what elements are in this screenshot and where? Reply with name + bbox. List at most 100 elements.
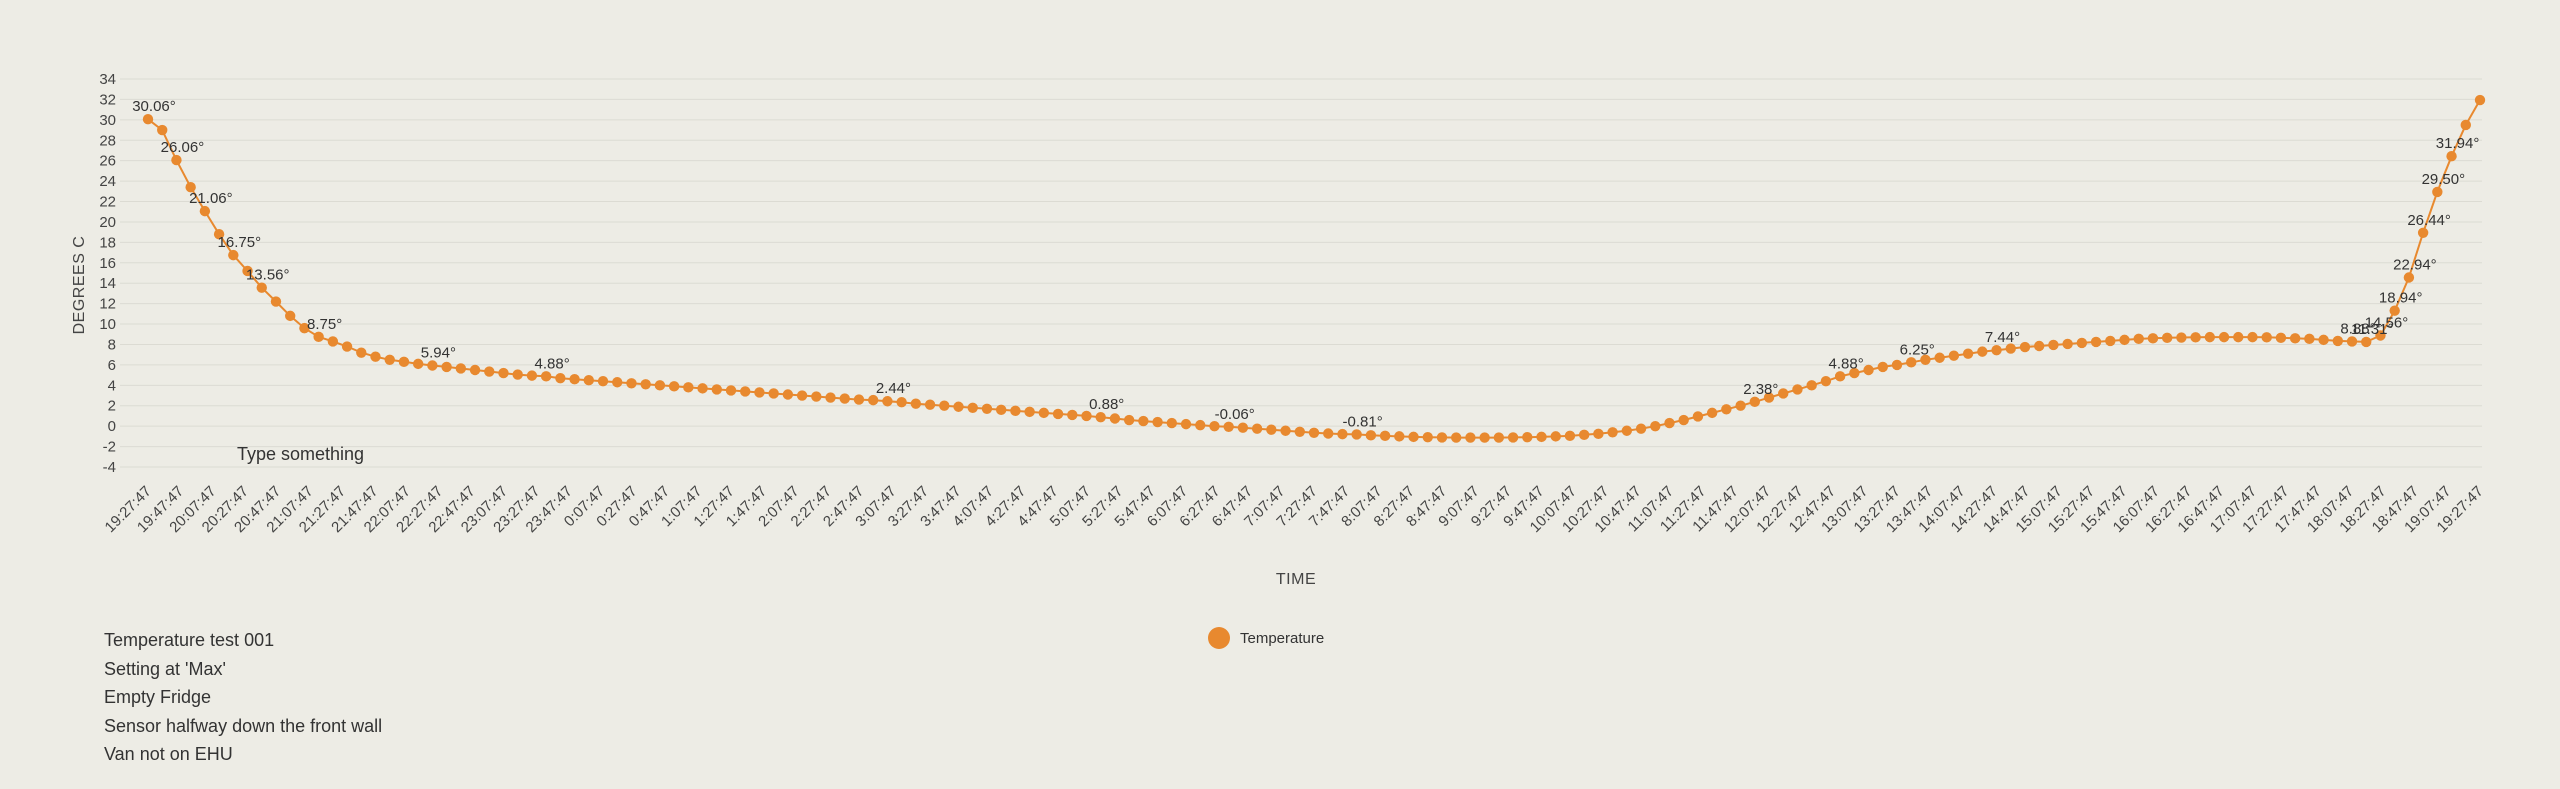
data-point[interactable] (1038, 407, 1050, 419)
data-point[interactable] (1621, 425, 1633, 436)
data-point[interactable] (1792, 384, 1803, 395)
data-point[interactable] (1351, 429, 1362, 440)
data-point[interactable] (2474, 94, 2486, 106)
data-point[interactable] (157, 124, 168, 136)
data-point[interactable] (327, 336, 339, 347)
data-point[interactable] (1081, 410, 1092, 422)
data-point[interactable] (1692, 411, 1704, 422)
data-point[interactable] (1266, 424, 1277, 435)
data-point[interactable] (2019, 341, 2031, 353)
data-point[interactable] (1123, 414, 1135, 426)
data-point[interactable] (697, 383, 708, 394)
data-point[interactable] (924, 399, 936, 410)
data-point[interactable] (1422, 431, 1433, 443)
data-point[interactable] (711, 384, 722, 395)
data-point[interactable] (1735, 400, 1746, 411)
data-point[interactable] (1109, 413, 1121, 424)
data-point[interactable] (981, 403, 993, 414)
chart-annotation[interactable]: Type something (237, 444, 365, 464)
data-point[interactable] (2176, 332, 2187, 343)
data-point[interactable] (1948, 350, 1960, 361)
data-point[interactable] (555, 372, 566, 384)
data-point[interactable] (1465, 432, 1476, 443)
data-point[interactable] (512, 369, 523, 380)
data-point[interactable] (2033, 340, 2045, 352)
data-point[interactable] (2389, 305, 2400, 316)
data-point[interactable] (185, 182, 196, 193)
data-point[interactable] (597, 376, 609, 387)
data-point[interactable] (441, 361, 452, 373)
data-point[interactable] (455, 363, 467, 374)
data-point[interactable] (1891, 359, 1903, 371)
data-point[interactable] (1294, 426, 1305, 437)
data-point[interactable] (768, 388, 779, 399)
data-point[interactable] (1820, 376, 1832, 387)
data-point[interactable] (1251, 423, 1263, 434)
data-point[interactable] (228, 249, 239, 261)
data-point[interactable] (2417, 227, 2429, 238)
data-point[interactable] (2261, 332, 2272, 343)
data-point[interactable] (967, 402, 978, 413)
data-point[interactable] (2147, 333, 2159, 344)
data-point[interactable] (412, 358, 424, 370)
data-point[interactable] (1152, 416, 1163, 428)
data-point[interactable] (1934, 352, 1945, 363)
data-point[interactable] (1593, 428, 1604, 440)
data-point[interactable] (199, 205, 211, 217)
data-point[interactable] (370, 351, 381, 362)
data-point[interactable] (356, 347, 367, 358)
data-point[interactable] (142, 114, 154, 125)
data-point[interactable] (1863, 364, 1874, 376)
data-point[interactable] (1436, 432, 1448, 443)
data-point[interactable] (2233, 331, 2244, 343)
data-point[interactable] (1778, 388, 1789, 399)
data-point[interactable] (1635, 423, 1647, 434)
data-point[interactable] (1763, 392, 1775, 403)
data-point[interactable] (1991, 344, 2002, 356)
data-point[interactable] (299, 322, 310, 334)
data-point[interactable] (939, 400, 950, 411)
data-point[interactable] (683, 382, 694, 393)
data-point[interactable] (213, 229, 225, 240)
data-point[interactable] (427, 360, 438, 371)
data-point[interactable] (384, 354, 395, 365)
data-point[interactable] (1507, 432, 1519, 443)
data-point[interactable] (569, 373, 580, 385)
data-point[interactable] (1877, 361, 1888, 373)
data-point[interactable] (2446, 150, 2457, 162)
data-point[interactable] (526, 370, 538, 381)
data-point[interactable] (782, 389, 794, 400)
data-point[interactable] (1394, 431, 1405, 442)
data-point[interactable] (825, 392, 836, 403)
data-point[interactable] (2304, 333, 2315, 345)
data-point[interactable] (811, 391, 822, 402)
data-point[interactable] (796, 390, 808, 401)
data-point[interactable] (1578, 429, 1590, 441)
data-point[interactable] (540, 371, 552, 382)
data-point[interactable] (1408, 431, 1419, 443)
data-point[interactable] (2105, 335, 2116, 347)
legend-swatch-temperature[interactable] (1208, 627, 1230, 649)
data-point[interactable] (1237, 422, 1249, 433)
data-point[interactable] (1977, 346, 1988, 357)
data-point[interactable] (839, 393, 850, 404)
data-point[interactable] (2403, 272, 2415, 283)
data-point[interactable] (2247, 331, 2258, 343)
data-point[interactable] (1678, 414, 1689, 426)
data-point[interactable] (1650, 420, 1661, 432)
data-point[interactable] (853, 394, 865, 405)
data-point[interactable] (2204, 331, 2216, 343)
data-point[interactable] (2048, 339, 2059, 351)
legend-label-temperature[interactable]: Temperature (1240, 629, 1325, 647)
data-point[interactable] (1706, 407, 1718, 419)
data-point[interactable] (2318, 334, 2329, 346)
data-point[interactable] (1849, 367, 1860, 379)
data-point[interactable] (1280, 425, 1291, 436)
data-point[interactable] (1323, 428, 1334, 439)
data-point[interactable] (1166, 417, 1178, 429)
data-point[interactable] (1010, 405, 1021, 417)
data-point[interactable] (2090, 336, 2102, 348)
data-point[interactable] (1721, 404, 1732, 415)
data-point[interactable] (1607, 427, 1618, 438)
data-point[interactable] (995, 404, 1007, 416)
